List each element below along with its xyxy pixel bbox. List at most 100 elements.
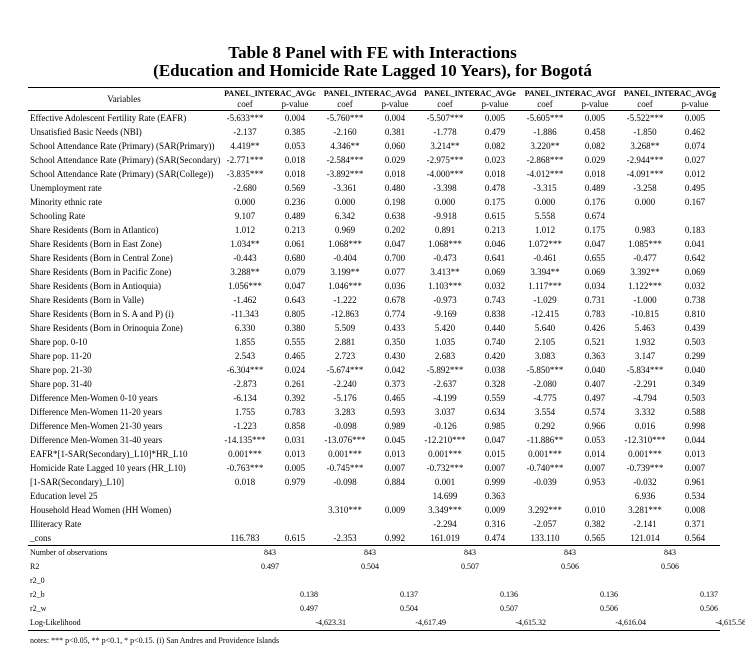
p-value: 0.042 (384, 365, 406, 375)
coefficient: -0.739*** (626, 463, 664, 473)
coefficient: 3.083 (534, 351, 556, 361)
coefficient: -0.443 (233, 253, 257, 263)
p-value (270, 489, 320, 503)
p-value: 0.783 (584, 309, 606, 319)
coefficient: 0.018 (234, 477, 256, 487)
p-value: 0.565 (584, 533, 606, 543)
column-subheader: p-value (370, 99, 420, 111)
p-value: 0.047 (284, 281, 306, 291)
coefficient: -5.834*** (626, 365, 664, 375)
coefficient: -14.135*** (224, 435, 266, 445)
coefficient: 0.891 (434, 225, 456, 235)
p-value: 0.588 (684, 407, 706, 417)
coefficient: 5.640 (534, 323, 556, 333)
stat-cell: 0.497 (261, 562, 279, 571)
table-row: Difference Men-Women 31-40 years -14.135*… (28, 433, 720, 447)
coefficient: -6.134 (233, 393, 257, 403)
coefficient: 1.755 (234, 407, 256, 417)
p-value: 0.053 (584, 435, 606, 445)
model-header: PANEL_INTERAC_AVGe (420, 87, 520, 99)
variables-header: Variables (28, 87, 220, 111)
row-label: Share pop. 11-20 (30, 351, 92, 361)
p-value (270, 503, 320, 517)
coefficient: 3.554 (534, 407, 556, 417)
coefficient: -2.868*** (526, 155, 564, 165)
row-label: Effective Adolescent Fertility Rate (EAF… (30, 113, 187, 123)
stat-cell: 843 (520, 545, 620, 560)
coefficient: -1.850 (633, 127, 657, 137)
table-row: Share Residents (Born in S. A and P) (i)… (28, 307, 720, 321)
p-value: 0.966 (584, 421, 606, 431)
stat-label: r2_b (30, 590, 45, 599)
p-value: 0.027 (684, 155, 706, 165)
row-label: Share Residents (Born in S. A and P) (i) (30, 309, 174, 319)
p-value: 0.047 (484, 435, 506, 445)
column-subheader: coef (520, 99, 570, 111)
p-value: 0.005 (284, 463, 306, 473)
coefficient: 5.420 (434, 323, 456, 333)
p-value: 0.013 (284, 449, 306, 459)
p-value: 0.010 (584, 505, 606, 515)
coefficient: -2.160 (333, 127, 357, 137)
coefficient: -2.873 (233, 379, 257, 389)
coefficient: -11.343 (231, 309, 259, 319)
coefficient: 1.117*** (528, 281, 562, 291)
p-value: 0.503 (684, 337, 706, 347)
coefficient: -3.892*** (326, 169, 364, 179)
table-row: Difference Men-Women 0-10 years -6.134 0.3… (28, 391, 720, 405)
coefficient: -5.892*** (426, 365, 464, 375)
coefficient: 3.281*** (628, 505, 662, 515)
p-value: 0.004 (284, 113, 306, 123)
p-value: 0.047 (584, 239, 606, 249)
table-row: School Attendance Rate (Primary) (SAR(Co… (28, 167, 720, 181)
coefficient: -10.815 (631, 309, 659, 319)
title: Table 8 Panel with FE with Interactions(… (0, 44, 745, 80)
coefficient: 3.037 (434, 407, 456, 417)
table-row: Share pop. 21-30 -6.304*** 0.024 -5.674*** 0… (28, 363, 720, 377)
p-value: 0.023 (484, 155, 506, 165)
coefficient: 2.105 (534, 337, 556, 347)
coefficient: 6.330 (234, 323, 256, 333)
p-value: 0.014 (584, 449, 606, 459)
p-value: 0.041 (684, 239, 706, 249)
coefficient: -3.361 (333, 183, 357, 193)
p-value: 0.236 (284, 197, 306, 207)
p-value: 0.805 (284, 309, 306, 319)
header-row: Variables PANEL_INTERAC_AVGc PANEL_INTERAC… (28, 87, 720, 111)
table-row: Household Head Women (HH Women) 3.310*** 0… (28, 503, 720, 517)
coefficient: 3.394** (530, 267, 560, 277)
p-value: 0.007 (584, 463, 606, 473)
coefficient: 0.292 (534, 421, 556, 431)
stat-cell: 0.137 (700, 590, 718, 599)
coefficient: -9.918 (433, 211, 457, 221)
p-value: 0.439 (684, 323, 706, 333)
coefficient: 0.000 (234, 197, 256, 207)
p-value: 0.005 (484, 113, 506, 123)
coefficient: 3.268** (630, 141, 660, 151)
table-row: Unemployment rate -2.680 0.569 -3.361 0.480 -… (28, 181, 720, 195)
coefficient: -0.098 (333, 477, 357, 487)
table-row: Minority ethnic rate 0.000 0.236 0.000 0.198… (28, 195, 720, 209)
coefficient: -5.605*** (526, 113, 564, 123)
p-value: 0.012 (684, 169, 706, 179)
p-value: 0.465 (384, 393, 406, 403)
p-value (270, 517, 320, 531)
p-value: 0.489 (284, 211, 306, 221)
p-value: 0.040 (584, 365, 606, 375)
coefficient (320, 489, 370, 503)
coefficient: -1.000 (633, 295, 657, 305)
p-value: 0.061 (284, 239, 306, 249)
p-value (370, 517, 420, 531)
stat-cell: -4,615.56 (646, 616, 745, 631)
row-label: Share Residents (Born in Antioquia) (30, 281, 161, 291)
p-value: 0.213 (284, 225, 306, 235)
row-label: Share Residents (Born in Central Zone) (30, 253, 173, 263)
coefficient: 0.000 (434, 197, 456, 207)
coefficient: 0.000 (334, 197, 356, 207)
coefficient: -12.210*** (424, 435, 466, 445)
coefficient: -0.740*** (526, 463, 564, 473)
stat-cell: -4,616.04 (546, 616, 646, 631)
p-value: 0.385 (284, 127, 306, 137)
p-value: 0.029 (384, 155, 406, 165)
p-value: 0.458 (584, 127, 606, 137)
